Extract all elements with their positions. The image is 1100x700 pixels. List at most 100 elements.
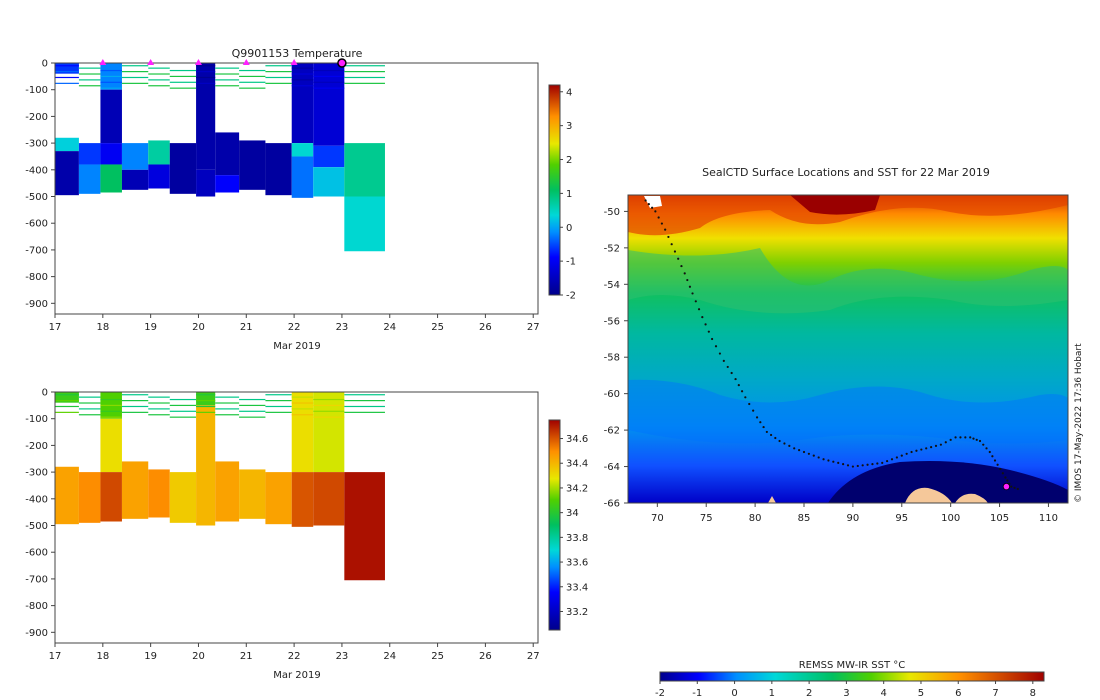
p1-profile-4-band-2 <box>148 164 170 189</box>
p1-profile-3-band-2 <box>121 169 149 190</box>
p2-y-tick-label: -400 <box>25 494 48 505</box>
p1-profile-0-sample-0 <box>55 65 79 67</box>
track-point <box>748 402 751 406</box>
track-point <box>657 216 660 219</box>
p1-profile-0-sample-2 <box>55 76 79 79</box>
p1-x-tick-label: 21 <box>240 322 253 333</box>
salinity-xlabel: Mar 2019 <box>273 670 321 681</box>
p2-x-tick-label: 24 <box>383 651 396 662</box>
p1-profile-6-sample-2 <box>196 76 216 79</box>
p2-profile-12-sample-1 <box>344 400 385 402</box>
track-point <box>686 278 689 282</box>
sst-cb-tick-label: 4 <box>881 688 887 699</box>
p2-profile-11-sample-0 <box>313 398 345 401</box>
p2-y-tick-label: -700 <box>25 574 48 585</box>
p1-profile-8-sample-1 <box>239 75 266 78</box>
surface-marker <box>194 59 202 65</box>
map-x-tick-label: 80 <box>749 513 762 524</box>
surface-marker <box>99 59 107 65</box>
temperature-title: Q9901153 Temperature <box>232 47 363 60</box>
p1-y-tick-label: 0 <box>42 59 48 70</box>
p2-cb-tick-label: 34.2 <box>566 483 588 494</box>
p2-x-tick-label: 17 <box>49 651 62 662</box>
p2-profile-3-sample-3 <box>121 411 149 413</box>
credit-text: © IMOS 17-May-2022 17:36 Hobart <box>1074 343 1084 503</box>
p1-profile-5-sample-0 <box>169 69 197 72</box>
p1-profile-11-sample-2 <box>313 81 345 83</box>
p1-profile-9-band-1 <box>265 143 292 196</box>
map-frame <box>627 194 1069 504</box>
p2-cb-tick-label: 33.2 <box>566 607 588 618</box>
track-point <box>930 446 933 449</box>
p2-profile-11-sample-2 <box>313 410 345 412</box>
map-y-tick-label: -50 <box>604 207 620 218</box>
p1-cb-tick-label: 3 <box>566 121 572 132</box>
track-point <box>677 257 680 260</box>
salinity-profiles <box>55 392 385 581</box>
track-point <box>691 292 694 295</box>
p1-y-tick-label: -100 <box>25 85 48 96</box>
salinity-panel: 17 18 19 20 21 22 23 24 25 26 27 0 -100 -200 -300 -400… <box>25 388 588 682</box>
track-point <box>861 464 864 467</box>
p2-profile-4-sample-0 <box>148 396 170 398</box>
p2-profile-8-sample-2 <box>239 410 266 412</box>
p1-profile-10-sample-1 <box>291 73 314 75</box>
p1-profile-2-band-3 <box>100 164 122 193</box>
surface-marker <box>147 59 155 65</box>
track-point <box>651 206 654 209</box>
p2-x-tick-label: 26 <box>479 651 492 662</box>
p2-profile-0-sample-1 <box>55 400 79 402</box>
p2-profile-7-band-1 <box>215 461 240 522</box>
salinity-axes-frame <box>54 391 539 644</box>
p2-profile-5-sample-3 <box>169 416 197 418</box>
p2-profile-9-sample-0 <box>265 394 292 396</box>
p2-cb-tick-label: 33.4 <box>566 582 588 593</box>
p1-profile-1-band-2 <box>78 164 101 194</box>
p2-profile-3-sample-2 <box>121 405 149 408</box>
p2-profile-1-sample-0 <box>78 396 101 398</box>
p1-profile-5-sample-2 <box>169 81 197 83</box>
track-point <box>944 441 947 444</box>
p2-profile-10-band-1 <box>291 472 314 527</box>
track-point <box>701 316 704 319</box>
track-point <box>993 459 997 462</box>
track-point <box>1006 479 1009 482</box>
p1-profile-3-band-1 <box>121 143 149 170</box>
track-point <box>939 443 942 446</box>
p1-cb-tick-label: 0 <box>566 223 572 234</box>
p2-profile-2-sample-0 <box>100 398 122 401</box>
p2-profile-6-sample-0 <box>196 394 216 396</box>
track-point <box>895 456 898 459</box>
p1-profile-11-band-1 <box>313 145 345 168</box>
map-y-tick-label: -64 <box>604 462 620 473</box>
p1-profile-4-sample-1 <box>148 73 170 75</box>
sst-cb-tick-label: 8 <box>1030 688 1036 699</box>
track-point <box>1010 485 1013 488</box>
p2-profile-3-sample-0 <box>121 394 149 396</box>
p2-profile-4-sample-2 <box>148 408 170 410</box>
track-point <box>752 409 755 412</box>
track-point <box>905 452 908 455</box>
salinity-colorbar <box>549 420 560 630</box>
p2-profile-10-band-0 <box>291 392 314 473</box>
track-point <box>704 323 707 326</box>
p2-y-tick-label: -800 <box>25 601 48 612</box>
p2-y-tick-label: 0 <box>42 388 48 399</box>
p1-profile-1-sample-2 <box>78 79 101 81</box>
p2-profile-11-band-0 <box>313 392 345 473</box>
p2-profile-12-sample-2 <box>344 405 385 408</box>
p1-profile-7-sample-2 <box>215 79 240 81</box>
p1-x-tick-label: 19 <box>144 322 157 333</box>
track-point <box>876 462 879 465</box>
p2-x-tick-label: 23 <box>336 651 349 662</box>
track-point <box>798 449 801 452</box>
track-point <box>817 456 820 459</box>
p2-x-tick-label: 19 <box>144 651 157 662</box>
p1-x-tick-label: 20 <box>192 322 205 333</box>
p1-profile-0-band-3 <box>55 151 79 196</box>
p2-x-tick-label: 22 <box>288 651 301 662</box>
p2-profile-12-band-1 <box>344 472 385 581</box>
track-point <box>707 330 710 333</box>
p1-profile-2-band-2 <box>100 143 122 165</box>
p1-cb-tick-label: 2 <box>566 155 572 166</box>
